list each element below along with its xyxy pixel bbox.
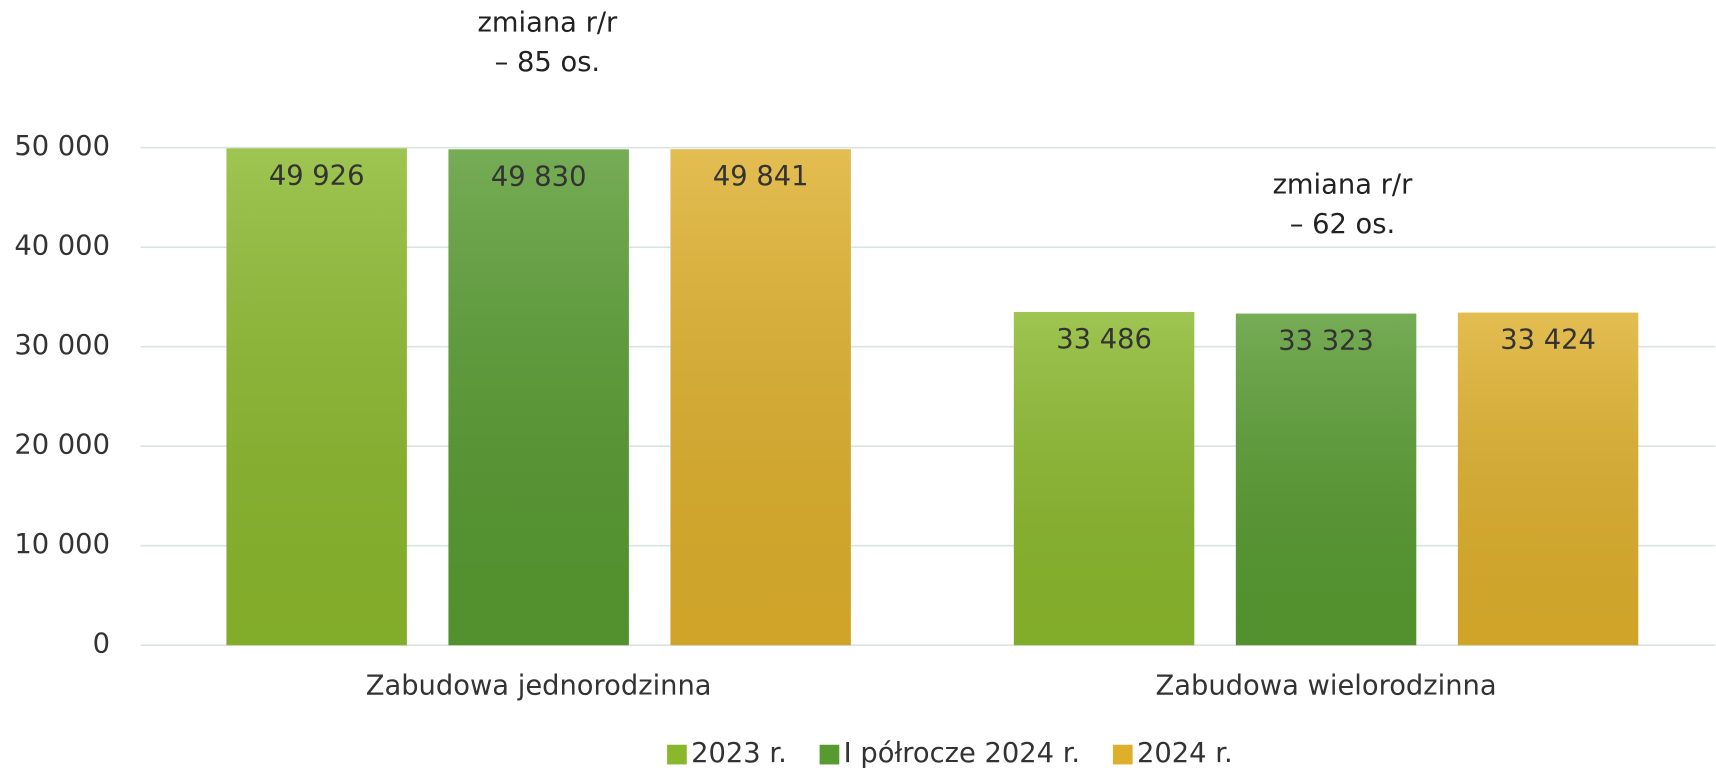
legend-swatch bbox=[1112, 744, 1133, 765]
y-tick-label: 10 000 bbox=[14, 529, 110, 560]
annotation: zmiana r/r bbox=[478, 8, 619, 39]
annotation: – 62 os. bbox=[1290, 209, 1395, 240]
legend-label: 2023 r. bbox=[691, 738, 787, 769]
value-label: 49 926 bbox=[269, 160, 365, 191]
bar-shine bbox=[1457, 312, 1639, 646]
value-label: 33 424 bbox=[1500, 325, 1596, 356]
bar-shine bbox=[670, 149, 851, 646]
y-tick-label: 30 000 bbox=[14, 330, 110, 361]
annotation: zmiana r/r bbox=[1273, 169, 1414, 200]
x-tick-label: Zabudowa wielorodzinna bbox=[1156, 670, 1497, 701]
y-tick-label: 20 000 bbox=[14, 430, 110, 461]
bar-shine bbox=[1235, 313, 1417, 646]
legend-label: I półrocze 2024 r. bbox=[844, 738, 1080, 769]
x-tick-label: Zabudowa jednorodzinna bbox=[366, 670, 712, 701]
value-label: 33 486 bbox=[1056, 324, 1152, 355]
bar-shine bbox=[448, 149, 629, 646]
annotation: – 85 os. bbox=[495, 47, 600, 78]
bar-shine bbox=[226, 148, 407, 646]
y-tick-label: 40 000 bbox=[14, 231, 110, 262]
legend-swatch bbox=[819, 744, 840, 765]
value-label: 33 323 bbox=[1278, 326, 1374, 357]
y-tick-label: 0 bbox=[93, 629, 110, 660]
y-tick-label: 50 000 bbox=[14, 131, 110, 162]
legend-swatch bbox=[667, 744, 687, 765]
value-label: 49 841 bbox=[713, 161, 809, 192]
bar-shine bbox=[1013, 311, 1195, 646]
legend-label: 2024 r. bbox=[1137, 738, 1233, 769]
value-label: 49 830 bbox=[491, 161, 587, 192]
